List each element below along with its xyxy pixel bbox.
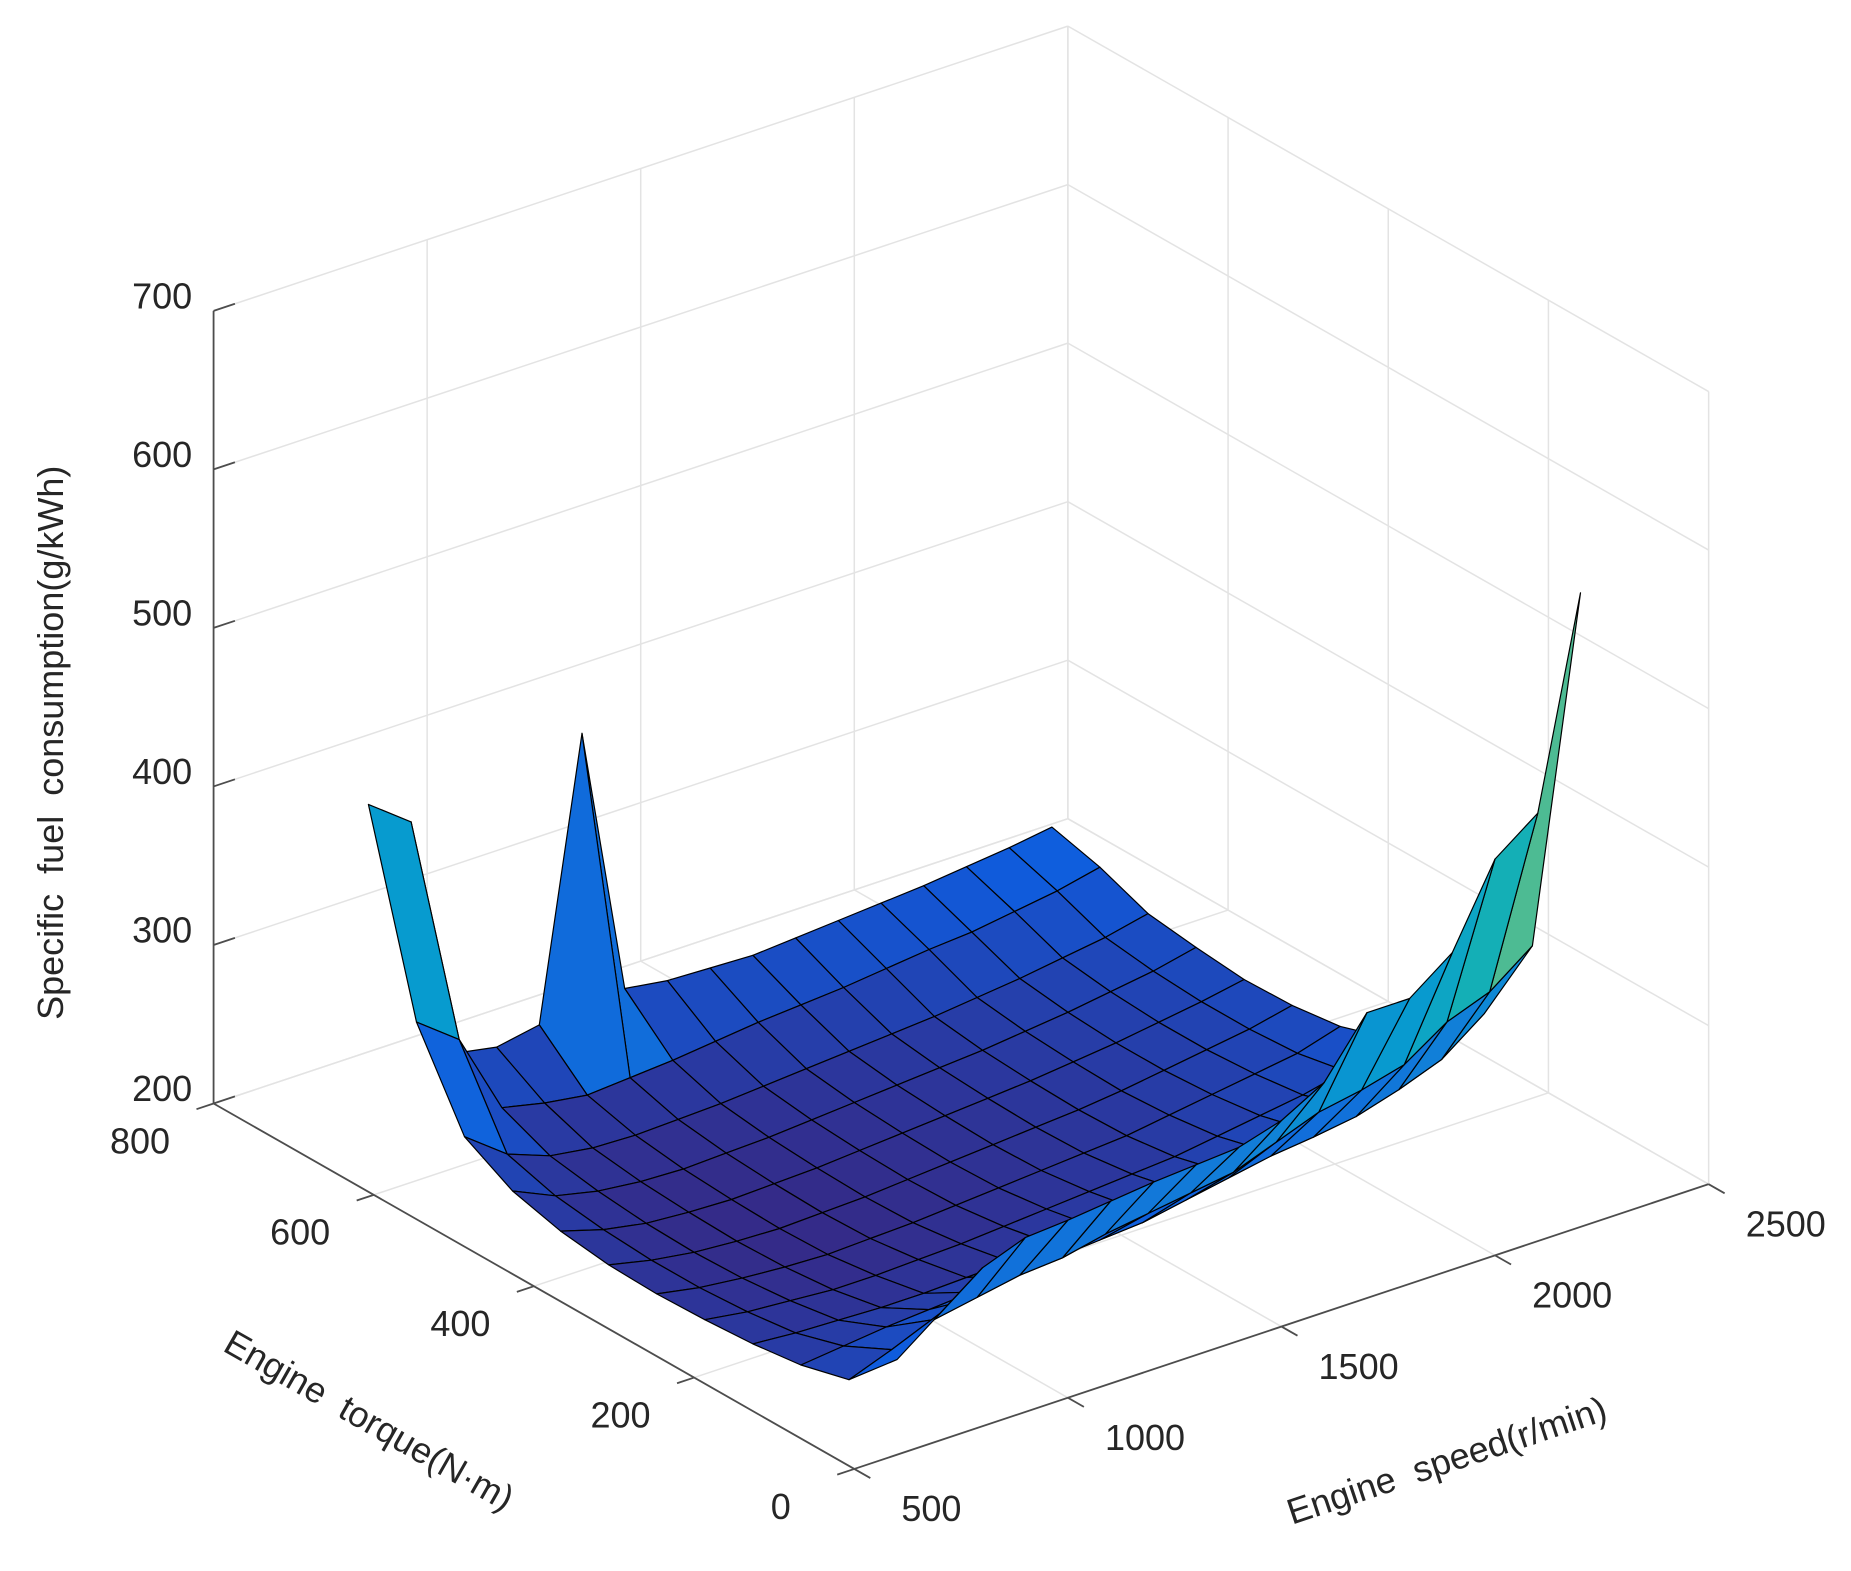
grid-line — [1067, 183, 1709, 551]
z-tick-label: 200 — [132, 1068, 192, 1109]
grid-line — [213, 818, 1069, 1105]
y-tick — [676, 1376, 695, 1385]
surface-face — [367, 803, 460, 1041]
z-tick — [213, 1095, 236, 1105]
z-tick — [213, 778, 236, 788]
grid-line — [213, 500, 1069, 788]
surface-face — [538, 732, 631, 1096]
grid-line — [1067, 659, 1709, 1027]
y-tick-label: 0 — [771, 1486, 791, 1527]
surface-face — [848, 1312, 941, 1381]
z-tick-label: 600 — [132, 434, 192, 475]
y-tick — [196, 1102, 214, 1111]
x-tick-label: 1500 — [1319, 1346, 1399, 1387]
z-axis-label: Specific fuel consumption(g/kWh) — [30, 466, 71, 1020]
x-tick — [1067, 1396, 1085, 1408]
surface — [367, 592, 1582, 1381]
x-tick-label: 2000 — [1532, 1275, 1612, 1316]
grid-line — [213, 342, 1069, 629]
x-tick-label: 500 — [901, 1488, 961, 1529]
grid-line — [213, 659, 1069, 946]
z-tick — [213, 302, 236, 312]
grid-line — [1067, 25, 1709, 393]
x-tick-label: 2500 — [1746, 1203, 1826, 1244]
x-tick — [1494, 1254, 1512, 1266]
z-tick-label: 700 — [132, 276, 192, 317]
grid-line — [1067, 342, 1709, 710]
grid-line — [213, 25, 1069, 312]
z-tick-label: 400 — [132, 751, 192, 792]
y-tick — [516, 1285, 535, 1293]
x-tick — [1708, 1183, 1726, 1195]
z-tick-label: 300 — [132, 910, 192, 951]
y-tick-label: 200 — [591, 1394, 651, 1435]
y-tick-label: 400 — [430, 1303, 490, 1344]
grid-line — [1067, 818, 1709, 1185]
y-tick — [836, 1468, 855, 1476]
x-tick — [853, 1468, 871, 1479]
z-tick — [213, 936, 236, 946]
x-axis-label: Engine speed(r/min) — [1282, 1388, 1612, 1532]
grid-line — [1067, 501, 1709, 868]
x-tick-label: 1000 — [1105, 1417, 1185, 1458]
y-axis-label: Engine torque(N·m) — [218, 1321, 522, 1518]
y-tick — [356, 1193, 375, 1202]
y-tick-label: 600 — [270, 1212, 330, 1253]
z-tick — [213, 619, 236, 629]
z-tick — [213, 461, 236, 471]
y-tick-label: 800 — [110, 1120, 170, 1161]
x-tick — [1281, 1325, 1298, 1337]
z-tick-label: 500 — [132, 593, 192, 634]
grid — [212, 25, 1710, 1470]
grid-line — [213, 183, 1069, 471]
